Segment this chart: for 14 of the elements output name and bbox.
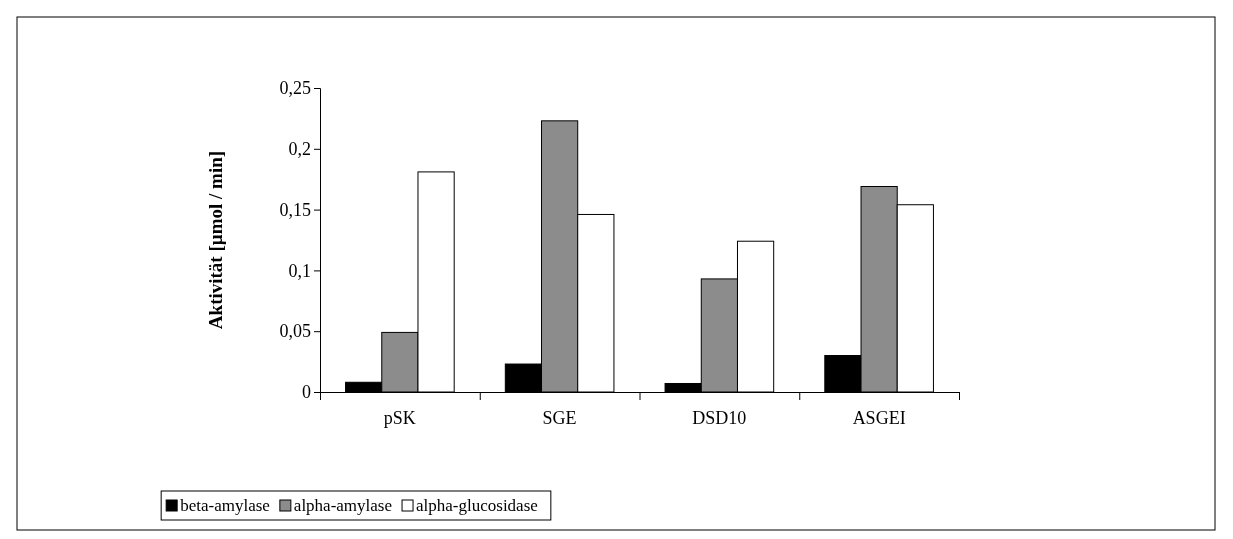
legend-label: beta-amylase — [180, 496, 270, 515]
x-tick-label: SGE — [542, 408, 577, 428]
legend-label: alpha-glucosidase — [416, 496, 538, 515]
x-tick-label: DSD10 — [692, 408, 747, 428]
y-tick-label: 0,1 — [288, 260, 311, 281]
y-tick-label: 0,2 — [288, 139, 311, 160]
x-tick-label: ASGEI — [852, 408, 906, 428]
x-tick-label: pSK — [383, 408, 416, 428]
legend-label: alpha-amylase — [293, 496, 393, 515]
y-tick-label: 0,15 — [279, 199, 311, 220]
y-tick-label: 0,25 — [279, 78, 311, 99]
y-axis-title: Aktivität [µmol / min] — [205, 150, 226, 330]
y-tick-label: 0,05 — [279, 321, 311, 342]
y-tick-label: 0 — [302, 382, 311, 403]
